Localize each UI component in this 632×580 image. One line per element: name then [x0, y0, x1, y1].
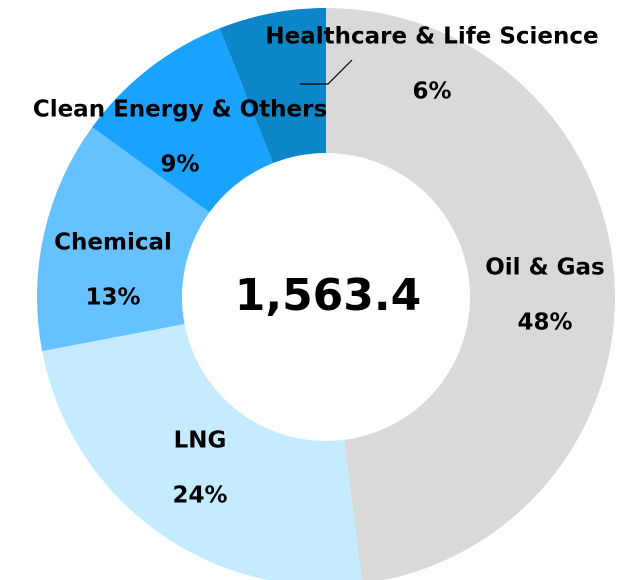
slice-name: Chemical: [54, 230, 172, 256]
slice-value-label: 24%: [172, 483, 227, 509]
slice-name: Clean Energy & Others: [33, 97, 327, 123]
leader-line: [300, 59, 353, 85]
slice-value-label: 48%: [517, 310, 572, 336]
donut-hole: [182, 153, 470, 441]
slice-name: Healthcare & Life Science: [265, 24, 598, 50]
center-label: 1,563.4: [235, 270, 422, 321]
slice-value-label: 13%: [85, 285, 140, 311]
slice: [326, 8, 615, 580]
slice-value-label: 9%: [160, 152, 199, 178]
slice-name: LNG: [174, 428, 227, 454]
slice-name: Oil & Gas: [485, 255, 604, 281]
slice-value-label: 6%: [412, 79, 451, 105]
